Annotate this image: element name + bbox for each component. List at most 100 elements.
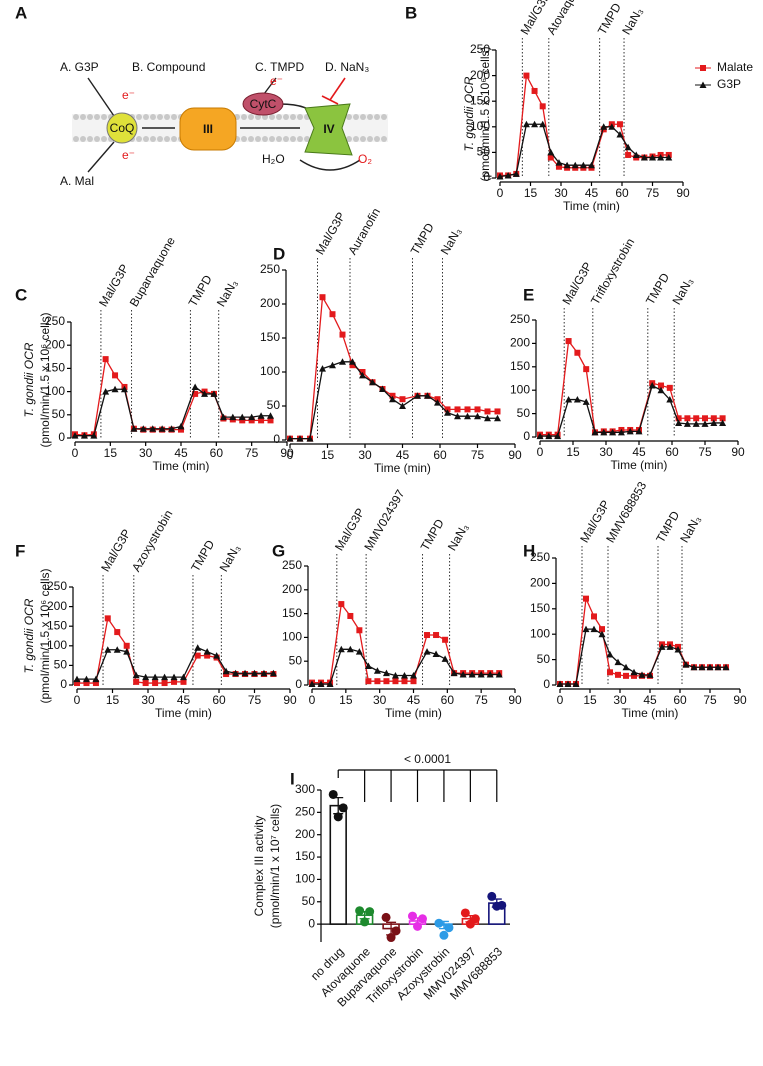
marker bbox=[346, 645, 354, 653]
y-tick-label: 0 bbox=[58, 430, 65, 444]
x-tick-label: 90 bbox=[508, 448, 522, 462]
x-tick-label: 15 bbox=[583, 693, 597, 707]
marker bbox=[232, 669, 240, 677]
x-tick-label: 15 bbox=[104, 446, 118, 460]
marker bbox=[666, 643, 674, 650]
y-tick-label: 50 bbox=[267, 398, 281, 412]
x-axis-label: Time (min) bbox=[611, 458, 668, 472]
point bbox=[381, 912, 391, 922]
point bbox=[439, 930, 449, 940]
point bbox=[487, 891, 497, 901]
point bbox=[328, 789, 338, 799]
marker bbox=[142, 680, 149, 687]
marker bbox=[152, 680, 159, 687]
lipid bbox=[276, 114, 282, 120]
marker bbox=[251, 669, 258, 677]
y-tick-label: 200 bbox=[47, 599, 67, 613]
lipid bbox=[87, 114, 93, 120]
marker bbox=[454, 412, 461, 420]
marker bbox=[441, 655, 449, 662]
y-tick-label: 50 bbox=[52, 407, 66, 421]
marker bbox=[622, 663, 630, 671]
y-tick-label: 200 bbox=[530, 576, 550, 590]
marker bbox=[399, 396, 406, 403]
x-tick-label: 60 bbox=[441, 693, 455, 707]
y-tick-label: 250 bbox=[282, 558, 302, 572]
injection-label: NaN₃ bbox=[669, 275, 696, 307]
marker bbox=[219, 413, 227, 421]
marker bbox=[658, 382, 664, 389]
x-tick-label: 15 bbox=[566, 445, 580, 459]
marker bbox=[692, 420, 700, 427]
marker bbox=[531, 87, 538, 94]
y-axis-label: (pmol/min/1 x 10⁷ cells) bbox=[268, 804, 282, 928]
lipid bbox=[150, 136, 156, 142]
lipid bbox=[297, 114, 303, 120]
x-tick-label: 0 bbox=[309, 693, 316, 707]
marker bbox=[151, 673, 159, 681]
injection-label: NaN₃ bbox=[445, 521, 472, 553]
lipid bbox=[241, 136, 247, 142]
y-tick-label: 200 bbox=[470, 68, 490, 82]
x-tick-label: 30 bbox=[554, 186, 568, 200]
y-axis-label: T. gondii OCR bbox=[22, 598, 36, 673]
y-tick-label: 300 bbox=[295, 782, 315, 796]
marker bbox=[111, 385, 119, 393]
marker bbox=[269, 669, 277, 677]
lipid bbox=[255, 136, 261, 142]
marker bbox=[624, 143, 632, 151]
y-tick-label: 200 bbox=[510, 336, 530, 350]
y-tick-label: 50 bbox=[477, 145, 491, 159]
marker bbox=[444, 409, 451, 416]
marker bbox=[414, 392, 421, 399]
marker bbox=[168, 425, 176, 432]
marker bbox=[92, 675, 100, 683]
marker bbox=[142, 673, 150, 681]
lipid bbox=[381, 114, 387, 120]
marker bbox=[102, 356, 109, 363]
x-tick-label: 60 bbox=[212, 693, 226, 707]
y-tick-label: 50 bbox=[302, 894, 316, 908]
marker bbox=[640, 154, 648, 161]
injection-label: NaN₃ bbox=[677, 513, 704, 545]
marker bbox=[424, 392, 431, 399]
marker bbox=[674, 645, 682, 653]
marker bbox=[114, 629, 121, 636]
marker bbox=[539, 103, 546, 110]
marker bbox=[258, 417, 265, 424]
label: D. NaN₃ bbox=[325, 60, 369, 74]
x-tick-label: 90 bbox=[733, 693, 747, 707]
marker bbox=[229, 413, 237, 421]
lipid bbox=[248, 114, 254, 120]
x-tick-label: 30 bbox=[139, 446, 153, 460]
point bbox=[444, 923, 454, 933]
y-tick-label: 200 bbox=[295, 827, 315, 841]
marker bbox=[464, 406, 471, 413]
marker bbox=[239, 417, 246, 424]
marker bbox=[382, 669, 390, 677]
y-tick-label: 150 bbox=[295, 849, 315, 863]
y-axis-label: T. gondii OCR bbox=[22, 342, 36, 417]
x-tick-label: 90 bbox=[283, 693, 297, 707]
marker bbox=[432, 650, 440, 658]
y-tick-label: 100 bbox=[295, 872, 315, 886]
marker bbox=[616, 121, 623, 128]
marker bbox=[194, 652, 201, 659]
y-tick-label: 100 bbox=[470, 119, 490, 133]
panel-letter: G bbox=[272, 541, 285, 560]
coq bbox=[106, 112, 138, 144]
marker bbox=[170, 673, 178, 681]
injection-label: NaN₃ bbox=[438, 225, 465, 257]
x-tick-label: 75 bbox=[471, 448, 485, 462]
lipid bbox=[276, 136, 282, 142]
marker bbox=[615, 671, 621, 678]
marker bbox=[648, 382, 656, 389]
x-tick-label: 15 bbox=[321, 448, 335, 462]
x-tick-label: 90 bbox=[676, 186, 690, 200]
marker bbox=[177, 422, 185, 430]
marker bbox=[698, 663, 706, 671]
marker bbox=[83, 680, 90, 687]
y-tick-label: 100 bbox=[260, 364, 280, 378]
label: e⁻ bbox=[270, 74, 283, 88]
marker bbox=[600, 123, 608, 130]
